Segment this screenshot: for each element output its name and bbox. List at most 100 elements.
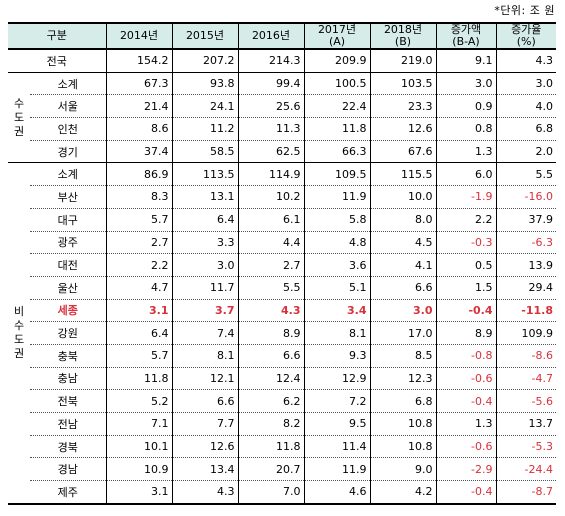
cell-col-7: -4.7: [495, 366, 556, 390]
cell-col-5: 4.1: [369, 253, 436, 277]
table-row: 전남 7.1 7.7 8.2 9.5 10.8 1.3 13.7: [8, 412, 556, 436]
row-label: 세종: [30, 298, 106, 322]
cell-col-5: 115.5: [369, 162, 436, 186]
row-label: 부산: [30, 185, 106, 209]
cell-col-6: -0.4: [435, 298, 496, 322]
cell-col-5: 4.5: [369, 230, 436, 254]
row-label: 서울: [30, 94, 106, 118]
cell-col-3: 11.3: [237, 117, 304, 141]
cell-col-7: 2.0: [495, 139, 556, 163]
cell-col-6: 8.9: [435, 321, 496, 345]
cell-col-7: -5.6: [495, 389, 556, 413]
cell-col-5: 23.3: [369, 94, 436, 118]
cell-col-7: 109.9: [495, 321, 556, 345]
cell-col-5: 8.5: [369, 343, 436, 368]
cell-col-5: 10.0: [369, 185, 436, 209]
cell-col-3: 25.6: [237, 94, 304, 118]
cell-col-1: 2.2: [105, 253, 172, 277]
row-label: 제주: [30, 480, 106, 505]
cell-col-3: 7.0: [237, 480, 304, 505]
cell-col-2: 207.2: [171, 49, 238, 73]
cell-col-5: 12.6: [369, 117, 436, 141]
cell-col-5: 12.3: [369, 366, 436, 390]
cell-col-4: 100.5: [303, 71, 370, 95]
header-col-2: 2015년: [171, 22, 238, 50]
cell-col-2: 93.8: [171, 71, 238, 95]
cell-col-2: 13.1: [171, 185, 238, 209]
cell-col-5: 9.0: [369, 457, 436, 481]
cell-col-6: 1.3: [435, 412, 496, 436]
cell-col-1: 10.9: [105, 457, 172, 481]
table-row: 울산 4.7 11.7 5.5 5.1 6.6 1.5 29.4: [8, 275, 556, 300]
cell-col-7: 4.3: [495, 49, 556, 73]
cell-col-4: 3.4: [303, 298, 370, 322]
cell-col-3: 6.1: [237, 207, 304, 231]
cell-col-6: 1.3: [435, 139, 496, 163]
cell-col-1: 6.4: [105, 321, 172, 345]
row-label: 광주: [30, 230, 106, 254]
cell-col-7: 29.4: [495, 275, 556, 300]
cell-col-3: 20.7: [237, 457, 304, 481]
cell-col-7: 4.0: [495, 94, 556, 118]
cell-col-5: 4.2: [369, 480, 436, 505]
cell-col-2: 7.7: [171, 412, 238, 436]
cell-col-1: 7.1: [105, 412, 172, 436]
cell-col-4: 209.9: [303, 49, 370, 73]
cell-col-2: 24.1: [171, 94, 238, 118]
cell-col-1: 21.4: [105, 94, 172, 118]
table-row: 경기 37.4 58.5 62.5 66.3 67.6 1.3 2.0: [8, 139, 556, 163]
cell-col-6: -2.9: [435, 457, 496, 481]
cell-col-7: 6.8: [495, 117, 556, 141]
cell-col-4: 7.2: [303, 389, 370, 413]
table-row: 대전 2.2 3.0 2.7 3.6 4.1 0.5 13.9: [8, 253, 556, 277]
cell-col-7: -8.6: [495, 343, 556, 368]
row-label: 소계: [30, 71, 106, 95]
header-col-6: 증가액 (B-A): [435, 22, 496, 50]
row-label: 인천: [30, 117, 106, 141]
budget-table: 구분 2014년 2015년 2016년 2017년 (A) 2018년 (B) 증가액 (B-A…: [8, 22, 556, 505]
cell-col-7: -11.8: [495, 298, 556, 322]
cell-col-7: 13.7: [495, 412, 556, 436]
cell-col-2: 12.6: [171, 434, 238, 458]
cell-col-4: 66.3: [303, 139, 370, 163]
cell-col-7: 13.9: [495, 253, 556, 277]
table-row: 세종 3.1 3.7 4.3 3.4 3.0 -0.4 -11.8: [8, 298, 556, 322]
cell-col-2: 12.1: [171, 366, 238, 390]
cell-col-4: 4.8: [303, 230, 370, 254]
cell-col-1: 67.3: [105, 71, 172, 95]
cell-col-5: 103.5: [369, 71, 436, 95]
row-label: 강원: [30, 321, 106, 345]
cell-col-7: -24.4: [495, 457, 556, 481]
cell-col-6: -1.9: [435, 185, 496, 209]
table-row: 인천 8.6 11.2 11.3 11.8 12.6 0.8 6.8: [8, 117, 556, 141]
cell-col-3: 2.7: [237, 253, 304, 277]
cell-col-6: 3.0: [435, 71, 496, 95]
cell-col-4: 11.4: [303, 434, 370, 458]
cell-col-1: 5.7: [105, 343, 172, 368]
cell-col-7: -6.3: [495, 230, 556, 254]
cell-col-7: 5.5: [495, 162, 556, 186]
cell-col-4: 5.1: [303, 275, 370, 300]
cell-col-6: -0.6: [435, 434, 496, 458]
cell-col-1: 5.2: [105, 389, 172, 413]
cell-col-6: -0.8: [435, 343, 496, 368]
cell-col-2: 13.4: [171, 457, 238, 481]
table-row: 제주 3.1 4.3 7.0 4.6 4.2 -0.4 -8.7: [8, 480, 556, 505]
cell-col-4: 9.5: [303, 412, 370, 436]
header-col-4: 2017년 (A): [303, 22, 370, 50]
cell-col-2: 7.4: [171, 321, 238, 345]
cell-col-4: 11.9: [303, 457, 370, 481]
cell-col-1: 154.2: [105, 49, 172, 73]
row-label: 충북: [30, 343, 106, 368]
cell-col-4: 11.8: [303, 117, 370, 141]
cell-col-3: 8.9: [237, 321, 304, 345]
cell-col-6: 0.8: [435, 117, 496, 141]
cell-col-3: 11.8: [237, 434, 304, 458]
cell-col-6: -0.4: [435, 389, 496, 413]
cell-col-5: 17.0: [369, 321, 436, 345]
cell-col-6: 1.5: [435, 275, 496, 300]
cell-col-7: -16.0: [495, 185, 556, 209]
cell-col-1: 86.9: [105, 162, 172, 186]
row-label: 울산: [30, 275, 106, 300]
cell-col-3: 6.2: [237, 389, 304, 413]
